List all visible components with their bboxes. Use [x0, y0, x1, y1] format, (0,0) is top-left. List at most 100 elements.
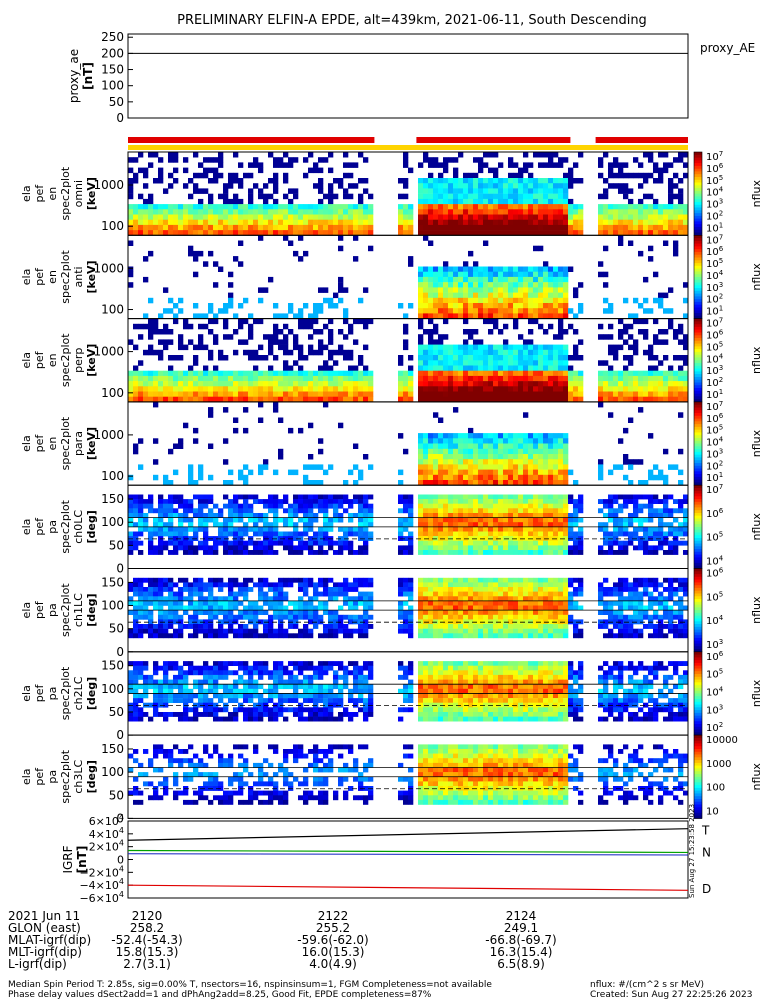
spectrogram-cell	[178, 587, 184, 592]
spectrogram-cell	[538, 550, 544, 555]
spectrogram-cell	[613, 499, 619, 504]
spectrogram-cell	[443, 198, 449, 205]
spectrogram-cell	[608, 540, 614, 546]
spectrogram-cell	[418, 339, 424, 345]
spectrogram-cell	[363, 214, 369, 220]
spectrogram-cell	[333, 614, 339, 620]
spectrogram-cell	[228, 605, 234, 611]
spectrogram-cell	[323, 230, 329, 236]
spectrogram-cell	[273, 508, 279, 514]
spectrogram-cell	[198, 469, 204, 476]
spectrogram-cell	[408, 513, 414, 518]
colorbar-step	[694, 507, 702, 511]
spectrogram-cell	[298, 596, 304, 602]
spectrogram-cell	[248, 513, 254, 518]
spectrogram-cell	[153, 633, 159, 639]
spectrogram-cell	[483, 365, 489, 371]
spectrogram-cell	[528, 329, 534, 335]
spectrogram-cell	[198, 204, 204, 210]
spectrogram-cell	[468, 526, 474, 532]
spectrogram-cell	[663, 540, 669, 546]
spectrogram-cell	[498, 271, 504, 278]
spectrogram-cell	[488, 313, 494, 319]
spectrogram-cell	[623, 381, 629, 387]
spectrogram-cell	[428, 370, 434, 377]
colorbar-step	[694, 351, 702, 356]
spectrogram-cell	[363, 178, 369, 184]
spectrogram-cell	[298, 577, 304, 583]
spectrogram-cell	[238, 494, 244, 500]
spectrogram-cell	[653, 167, 659, 174]
spectrogram-cell	[403, 526, 409, 532]
spectrogram-cell	[428, 360, 434, 366]
spectrogram-cell	[263, 183, 269, 189]
spectrogram-cell	[178, 494, 184, 500]
spectrogram-cell	[638, 303, 644, 309]
spectrogram-cell	[518, 172, 524, 179]
spectrogram-cell	[298, 224, 304, 231]
spectrogram-cell	[143, 230, 149, 236]
spectrogram-cell	[243, 172, 249, 179]
spectrogram-cell	[303, 375, 309, 382]
spectrogram-cell	[253, 513, 259, 518]
spectrogram-cell	[568, 499, 574, 504]
spectrogram-cell	[613, 513, 619, 518]
spectrogram-cell	[348, 526, 354, 532]
colorbar-step	[694, 363, 702, 367]
spectrogram-cell	[433, 375, 439, 382]
spectrogram-cell	[313, 349, 319, 356]
spectrogram-cell	[548, 178, 554, 184]
spectrogram-cell	[398, 386, 404, 392]
spectrogram-cell	[558, 214, 564, 220]
spectrogram-cell	[343, 287, 349, 293]
spectrogram-cell	[543, 513, 549, 518]
spectrogram-cell	[228, 540, 234, 546]
spectrogram-cell	[443, 349, 449, 356]
spectrogram-cell	[168, 577, 174, 583]
spectrogram-cell	[178, 633, 184, 639]
spectrogram-cell	[463, 396, 469, 403]
spectrogram-cell	[523, 545, 529, 551]
spectrogram-cell	[538, 230, 544, 236]
spectrogram-cell	[143, 219, 149, 226]
spectrogram-cell	[333, 386, 339, 392]
spectrogram-cell	[323, 517, 329, 523]
spectrogram-cell	[208, 230, 214, 236]
spectrogram-cell	[328, 167, 334, 174]
spectrogram-cell	[358, 391, 364, 397]
colorbar-step	[694, 535, 702, 539]
spectrogram-cell	[613, 172, 619, 179]
spectrogram-cell	[418, 370, 424, 377]
spectrogram-cell	[308, 396, 314, 403]
spectrogram-cell	[608, 503, 614, 509]
spectrogram-cell	[438, 282, 444, 288]
spectrogram-cell	[258, 193, 264, 200]
spectrogram-cell	[458, 386, 464, 392]
spectrogram-cell	[288, 386, 294, 392]
spectrogram-cell	[328, 230, 334, 236]
spectrogram-cell	[238, 386, 244, 392]
spectrogram-cell	[513, 224, 519, 231]
spectrogram-cell	[673, 230, 679, 236]
spectrogram-cell	[633, 508, 639, 514]
spectrogram-cell	[538, 224, 544, 231]
spectrogram-cell	[363, 591, 369, 597]
spectrogram-cell	[418, 624, 424, 629]
spectrogram-cell	[323, 204, 329, 210]
spectrogram-cell	[133, 443, 139, 449]
spectrogram-cell	[338, 349, 344, 356]
spectrogram-cell	[348, 172, 354, 179]
spectrogram-cell	[443, 334, 449, 340]
spectrogram-cell	[398, 355, 404, 361]
spectrogram-cell	[258, 526, 264, 532]
spectrogram-cell	[638, 209, 644, 215]
spectrogram-cell	[658, 545, 664, 551]
spectrogram-cell	[418, 162, 424, 168]
panel-ylabel: ela	[20, 185, 33, 202]
spectrogram-cell	[443, 355, 449, 361]
spectrogram-cell	[168, 517, 174, 523]
spectrogram-cell	[618, 240, 624, 246]
spectrogram-cell	[418, 591, 424, 597]
spectrogram-cell	[163, 219, 169, 226]
